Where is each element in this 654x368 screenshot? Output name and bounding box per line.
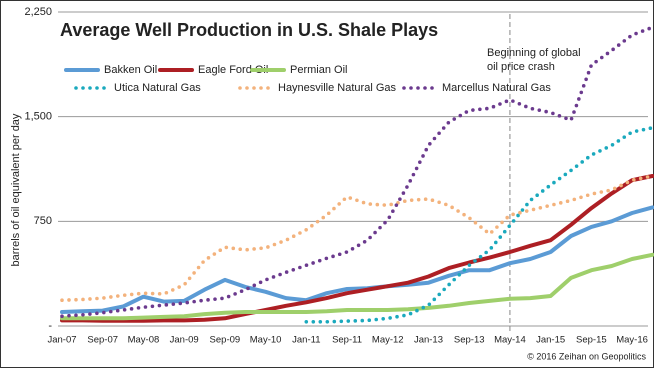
source: © 2016 Zeihan on Geopolitics [527, 351, 646, 361]
x-tick-label: Jan-11 [292, 335, 320, 346]
y-axis-label: barrels of oil equivalent per day [10, 113, 22, 266]
annotation-text: oil price crash [487, 61, 555, 73]
y-tick-label: 2,250 [24, 6, 52, 18]
x-tick-label: Jan-15 [536, 335, 565, 346]
annotation-text: Beginning of global [487, 47, 581, 59]
x-tick-label: Sep-09 [210, 335, 241, 346]
legend-label: Bakken Oil [104, 64, 157, 76]
x-tick-label: May-10 [250, 335, 282, 346]
x-tick-label: Jan-07 [47, 335, 76, 346]
x-tick-label: Sep-11 [332, 335, 362, 346]
legend-label: Haynesville Natural Gas [278, 82, 396, 94]
y-tick-label: 1,500 [24, 111, 52, 123]
x-tick-label: May-16 [616, 335, 648, 346]
chart-title: Average Well Production in U.S. Shale Pl… [60, 20, 438, 40]
x-tick-label: May-14 [494, 335, 526, 346]
legend-label: Eagle Ford Oil [198, 64, 268, 76]
x-tick-label: May-12 [372, 335, 404, 346]
series-line [60, 205, 654, 314]
legend-label: Permian Oil [290, 64, 347, 76]
series-line [60, 252, 654, 321]
series-line [60, 174, 654, 302]
series-line [60, 25, 654, 318]
x-tick-label: Sep-07 [87, 335, 118, 346]
legend-label: Utica Natural Gas [114, 82, 201, 94]
y-tick-label: - [48, 320, 52, 332]
x-tick-label: Sep-15 [576, 335, 607, 346]
y-tick-label: 750 [34, 215, 52, 227]
series-line [304, 126, 654, 324]
x-tick-label: Sep-13 [454, 335, 485, 346]
x-tick-label: Jan-13 [414, 335, 443, 346]
x-tick-label: Jan-09 [170, 335, 199, 346]
legend-label: Marcellus Natural Gas [442, 82, 551, 94]
x-tick-label: May-08 [128, 335, 160, 346]
series-line [60, 174, 654, 323]
